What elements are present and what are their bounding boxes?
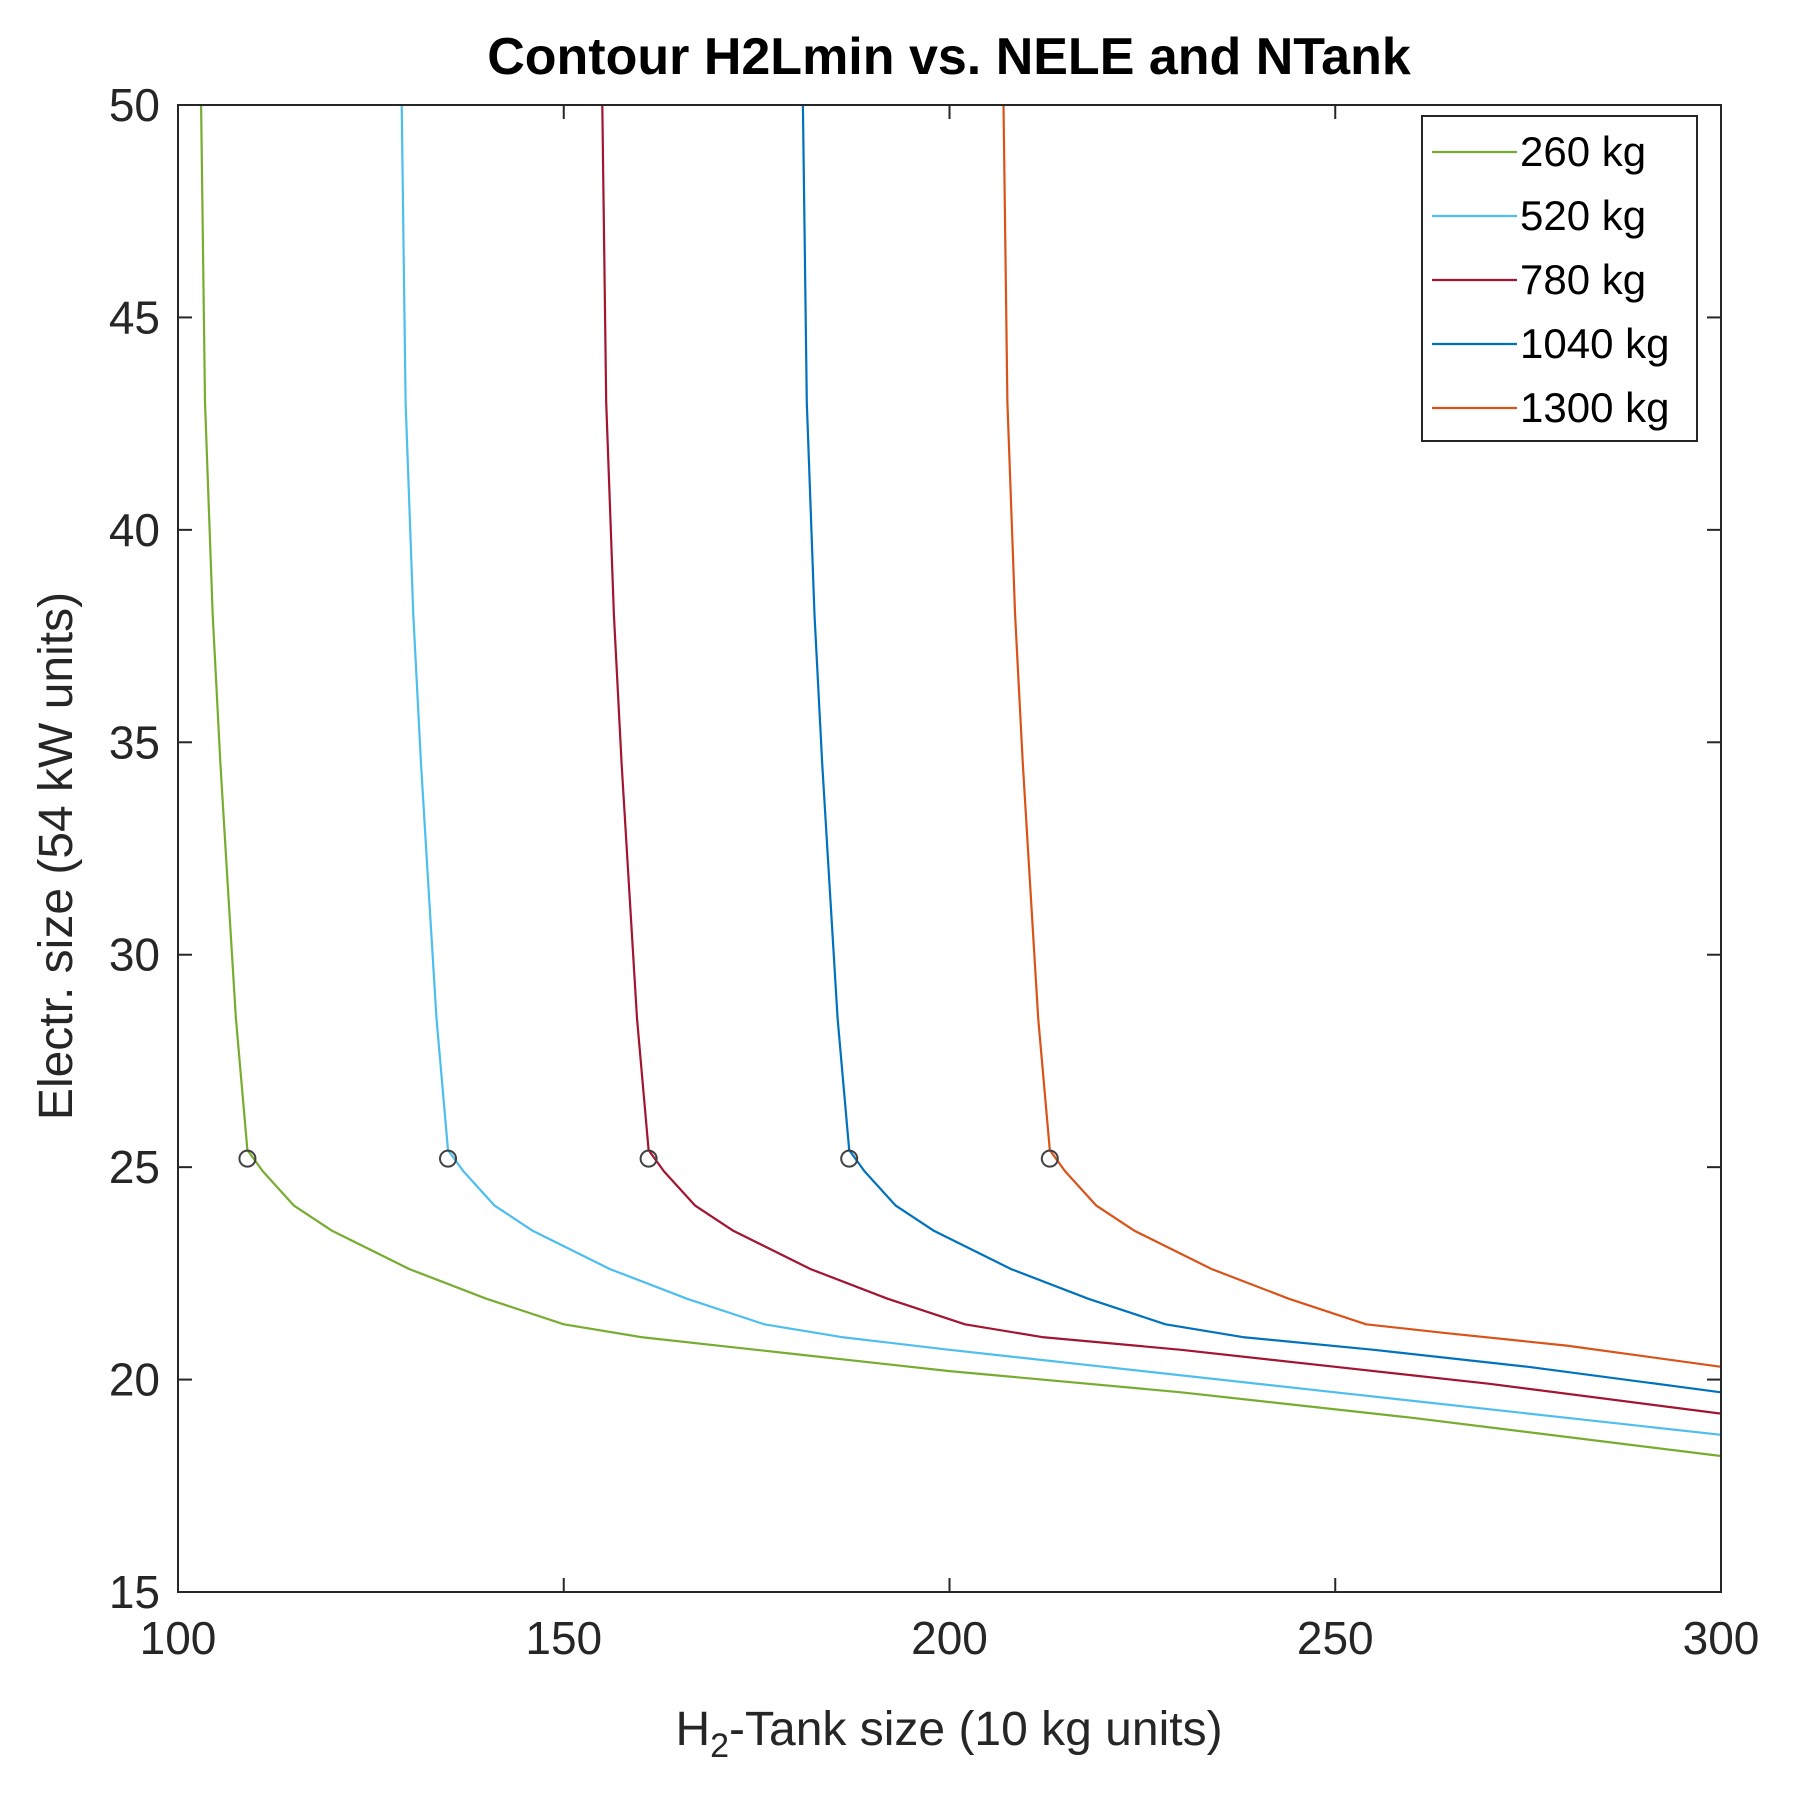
y-tick-label: 45 xyxy=(109,291,160,343)
legend-label-4: 1040 kg xyxy=(1520,320,1669,367)
x-tick-label: 200 xyxy=(911,1612,988,1664)
legend-label-1: 260 kg xyxy=(1520,128,1646,175)
legend-box xyxy=(1421,115,1698,442)
x-axis-label: H2-Tank size (10 kg units) xyxy=(675,1703,1222,1765)
series-marker-3 xyxy=(639,1149,658,1168)
series-line-4 xyxy=(801,105,1721,1394)
y-tick-label: 15 xyxy=(109,1566,160,1618)
y-tick-label: 35 xyxy=(109,716,160,768)
legend-label-3: 780 kg xyxy=(1520,256,1646,303)
y-tick-label: 40 xyxy=(109,504,160,556)
x-tick-label: 150 xyxy=(525,1612,602,1664)
series-line-2 xyxy=(400,105,1721,1436)
x-axis-label-prefix: H xyxy=(675,1703,710,1756)
x-tick-label: 300 xyxy=(1683,1612,1760,1664)
series-line-3 xyxy=(601,105,1721,1415)
legend-label-5: 1300 kg xyxy=(1520,384,1669,431)
x-tick-label: 100 xyxy=(140,1612,217,1664)
series-marker-1 xyxy=(238,1149,257,1168)
y-tick-label: 30 xyxy=(109,929,160,981)
x-axis-label-suffix: -Tank size (10 kg units) xyxy=(729,1703,1223,1756)
y-axis-label: Electr. size (54 kW units) xyxy=(30,592,83,1120)
y-tick-label: 50 xyxy=(109,79,160,131)
legend: 260 kg 520 kg 780 kg 1040 kg 1300 kg xyxy=(1421,115,1698,442)
chart-title: Contour H2Lmin vs. NELE and NTank xyxy=(487,28,1411,86)
series-line-5 xyxy=(1002,105,1721,1368)
x-axis-ticks: 100 150 200 250 300 xyxy=(140,105,1760,1664)
series-marker-5 xyxy=(1040,1149,1059,1168)
x-axis-label-subscript: 2 xyxy=(710,1727,729,1765)
y-tick-label: 20 xyxy=(109,1354,160,1406)
x-tick-label: 250 xyxy=(1297,1612,1374,1664)
series-marker-2 xyxy=(439,1149,458,1168)
series-marker-4 xyxy=(840,1149,859,1168)
y-tick-label: 25 xyxy=(109,1141,160,1193)
y-axis-ticks: 15 20 25 30 35 40 45 50 xyxy=(109,79,1721,1618)
series-line-1 xyxy=(200,105,1721,1458)
legend-label-2: 520 kg xyxy=(1520,192,1646,239)
